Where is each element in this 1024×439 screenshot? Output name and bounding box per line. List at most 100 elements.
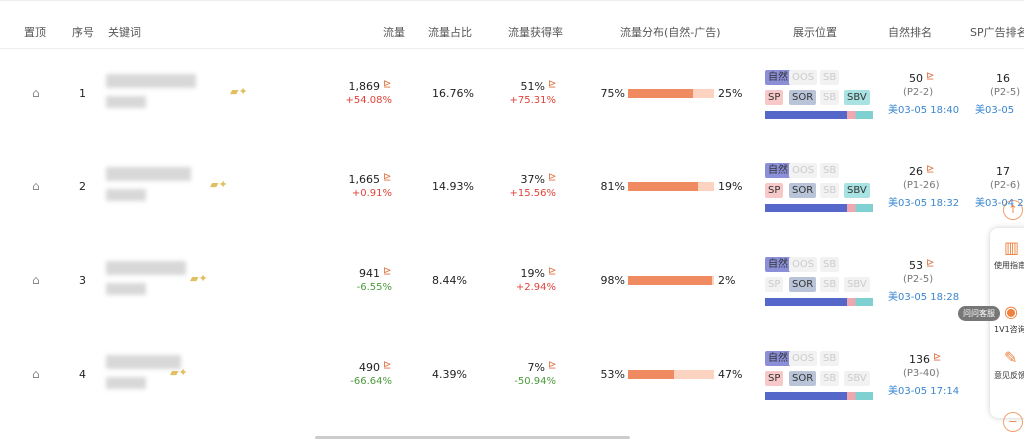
- natural-rank-time: 美03-05 18:32: [888, 198, 960, 209]
- side-icon[interactable]: ▥: [1004, 238, 1020, 257]
- trend-icon[interactable]: ⊵: [548, 360, 557, 371]
- natural-rank-page: (P1-26): [903, 180, 940, 191]
- position-tag: SBV: [844, 90, 870, 105]
- side-item[interactable]: 使用指南: [994, 261, 1024, 270]
- side-icon[interactable]: ◉: [1004, 302, 1018, 321]
- natural-rank-page: (P2-5): [903, 274, 934, 285]
- natural-rank-page: (P2-2): [903, 87, 934, 98]
- keyword-blur: [106, 355, 181, 369]
- position-bar: [765, 298, 873, 306]
- trend-icon[interactable]: ⊵: [383, 266, 392, 277]
- ad-share: 25%: [718, 87, 743, 100]
- column-header: 置顶: [24, 26, 46, 39]
- keyword-icons[interactable]: ▰✦: [230, 85, 248, 98]
- rate-change: +2.94%: [515, 282, 556, 293]
- trend-icon[interactable]: ⊵: [548, 79, 557, 90]
- position-tag: 自然: [765, 351, 791, 366]
- natural-rank-time: 美03-05 17:14: [888, 386, 960, 397]
- natural-bar: [628, 89, 693, 98]
- position-tag: SB: [820, 277, 840, 292]
- position-tag: SB: [820, 90, 840, 105]
- traffic: 490: [359, 361, 380, 374]
- trend-icon[interactable]: ⊵: [926, 164, 935, 175]
- traffic: 1,869: [348, 80, 381, 93]
- side-item[interactable]: 意见反馈: [994, 371, 1024, 380]
- side-item[interactable]: 1V1咨询: [994, 325, 1024, 334]
- keyword-blur: [106, 261, 186, 275]
- header-border: [0, 48, 1024, 49]
- trend-icon[interactable]: ⊵: [383, 172, 392, 183]
- ad-bar: [697, 182, 714, 191]
- collapse[interactable]: −: [1003, 412, 1023, 432]
- column-header[interactable]: 流量获得率: [508, 26, 563, 39]
- natural-rank-time: 美03-05 18:40: [888, 105, 960, 116]
- natural-bar: [628, 370, 674, 379]
- position-tag: SBV: [844, 371, 870, 386]
- keyword-icons[interactable]: ▰✦: [190, 272, 208, 285]
- position-tag: SOR: [789, 183, 817, 198]
- column-header[interactable]: 自然排名: [888, 26, 932, 39]
- ad-share: 2%: [718, 274, 736, 287]
- natural-rank: 136: [909, 353, 930, 366]
- acquire-rate: 19%: [520, 267, 545, 280]
- keyword-blur: [106, 189, 146, 201]
- traffic-change: -6.55%: [356, 282, 392, 293]
- traffic-share: 16.76%: [432, 87, 474, 100]
- traffic-share: 8.44%: [432, 274, 467, 287]
- natural-rank-page: (P3-40): [903, 368, 940, 379]
- pin-icon[interactable]: ⌂: [32, 367, 40, 381]
- scrollbar[interactable]: [315, 436, 630, 439]
- traffic-change: +54.08%: [345, 95, 392, 106]
- position-tag: SOR: [789, 90, 817, 105]
- side-widget: [990, 228, 1024, 418]
- keyword-blur: [106, 283, 146, 295]
- keyword-blur: [106, 74, 196, 88]
- position-tag: SB: [820, 371, 840, 386]
- position-tag: OOS: [789, 163, 818, 178]
- traffic: 1,665: [348, 173, 381, 186]
- trend-icon[interactable]: ⊵: [933, 352, 942, 363]
- natural-rank: 53: [909, 259, 923, 272]
- sp-rank: 17: [996, 165, 1010, 178]
- natural-rank-time: 美03-05 18:28: [888, 292, 960, 303]
- position-tag: SB: [820, 163, 840, 178]
- trend-icon[interactable]: ⊵: [548, 266, 557, 277]
- acquire-rate: 7%: [527, 361, 545, 374]
- top-border: [0, 0, 1024, 1]
- column-header[interactable]: 流量占比: [428, 26, 472, 39]
- keyword-icons[interactable]: ▰✦: [170, 366, 188, 379]
- pin-icon[interactable]: ⌂: [32, 179, 40, 193]
- scroll-top[interactable]: ↑: [1003, 200, 1023, 220]
- position-bar: [765, 111, 873, 119]
- position-tag: SB: [820, 351, 840, 366]
- position-tag: SP: [765, 90, 784, 105]
- position-tag: SB: [820, 257, 840, 272]
- position-tag: 自然: [765, 163, 791, 178]
- trend-icon[interactable]: ⊵: [383, 79, 392, 90]
- trend-icon[interactable]: ⊵: [383, 360, 392, 371]
- column-header[interactable]: 流量: [383, 26, 405, 39]
- position-tag: 自然: [765, 257, 791, 272]
- trend-icon[interactable]: ⊵: [926, 71, 935, 82]
- natural-rank: 26: [909, 165, 923, 178]
- natural-bar: [628, 182, 698, 191]
- column-header: 展示位置: [793, 26, 837, 39]
- pin-icon[interactable]: ⌂: [32, 273, 40, 287]
- row-index: 3: [79, 274, 86, 287]
- column-header[interactable]: SP广告排名: [970, 26, 1024, 39]
- trend-icon[interactable]: ⊵: [926, 258, 935, 269]
- natural-bar: [628, 276, 713, 285]
- sp-rank-time: 美03-04 23: [975, 198, 1024, 209]
- pin-icon[interactable]: ⌂: [32, 86, 40, 100]
- ad-bar: [673, 370, 714, 379]
- ad-bar: [712, 276, 714, 285]
- traffic-share: 4.39%: [432, 368, 467, 381]
- position-tag: SP: [765, 277, 784, 292]
- trend-icon[interactable]: ⊵: [548, 172, 557, 183]
- side-icon[interactable]: ✎: [1004, 348, 1018, 367]
- position-tag: OOS: [789, 257, 818, 272]
- keyword-icons[interactable]: ▰✦: [210, 178, 228, 191]
- column-header: 关键词: [108, 26, 141, 39]
- position-tag: SB: [820, 70, 840, 85]
- natural-share: 81%: [600, 180, 625, 193]
